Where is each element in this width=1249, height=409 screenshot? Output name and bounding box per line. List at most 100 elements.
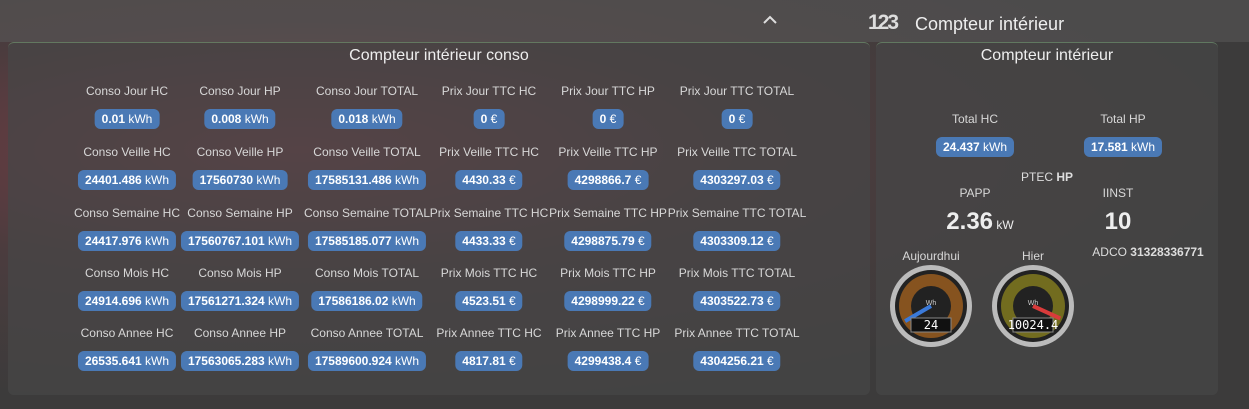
sensor-label: Prix Jour TTC HC [441, 84, 537, 98]
sensor-label: Conso Veille HP [196, 145, 284, 159]
value: 0.018 [338, 112, 369, 126]
value-badge: 17561271.324 kWh [180, 291, 300, 311]
unit: € [490, 112, 498, 126]
unit: kWh [391, 294, 416, 308]
value: 17585185.077 [314, 234, 392, 248]
ptec-label: PTEC [1020, 170, 1053, 184]
unit: kWh [395, 354, 420, 368]
sensor-label: Conso Mois HP [198, 266, 282, 280]
unit: € [767, 234, 774, 248]
adco: ADCO 31328336771 [1092, 245, 1203, 259]
value-badge: 17560730 kWh [192, 170, 288, 190]
value-badge: 0 € [721, 109, 753, 129]
value: 17560767.101 [187, 234, 265, 248]
value: 17585131.486 [314, 173, 392, 187]
header-icon: 123 [868, 11, 899, 34]
unit: kWh [128, 112, 153, 126]
sensor-label: Total HP [1100, 112, 1146, 126]
value-badge: 4298999.22 € [564, 291, 652, 311]
unit: € [638, 294, 645, 308]
gauge [992, 265, 1074, 347]
sensor-label: Conso Annee TOTAL [310, 326, 424, 340]
value-badge: 4817.81 € [455, 351, 523, 371]
papp: 2.36 kW [946, 208, 1013, 236]
value: 4817.81 [462, 354, 506, 368]
value: 4304256.21 [700, 354, 764, 368]
gauge-value: 10024.4 [1007, 318, 1059, 332]
value-badge: 0.008 kWh [204, 109, 276, 129]
value: 24914.696 [84, 294, 142, 308]
unit: € [509, 354, 516, 368]
gauge-unit: Wh [1027, 300, 1039, 307]
value-badge: 17.581 kWh [1083, 137, 1163, 157]
sensor-label: Prix Semaine TTC HC [429, 206, 549, 220]
value-badge: 17586186.02 kWh [311, 291, 423, 311]
sensor-label: Total HC [951, 112, 999, 126]
value-badge: 24.437 kWh [935, 137, 1015, 157]
sensor-label: Prix Mois TTC HP [560, 266, 656, 280]
value-badge: 4303297.03 € [693, 170, 781, 190]
unit: € [767, 294, 774, 308]
sensor-label: Prix Veille TTC HP [558, 145, 658, 159]
value-badge: 17585131.486 kWh [307, 170, 427, 190]
iinst-label: IINST [1102, 186, 1134, 200]
value-badge: 24417.976 kWh [77, 231, 177, 251]
value: 4298866.7 [574, 173, 632, 187]
collapse-chevron[interactable] [762, 14, 778, 26]
sensor-label: Prix Semaine TTC TOTAL [667, 206, 807, 220]
value-badge: 17560767.101 kWh [180, 231, 300, 251]
value: 4430.33 [462, 173, 506, 187]
value: 17589600.924 [314, 354, 392, 368]
unit: € [509, 294, 516, 308]
sensor-label: Conso Semaine HC [73, 206, 181, 220]
value: 24401.486 [84, 173, 142, 187]
value: 4298875.79 [571, 234, 635, 248]
sensor-label: Conso Jour HC [85, 84, 169, 98]
sensor-label: Conso Veille HC [83, 145, 171, 159]
iinst-value: 10 [1104, 208, 1132, 235]
unit: kWh [395, 234, 420, 248]
sensor-label: Conso Mois HC [84, 266, 170, 280]
value-badge: 24401.486 kWh [77, 170, 177, 190]
unit: kWh [244, 112, 269, 126]
unit: kWh [268, 234, 293, 248]
sensor-label: Prix Semaine TTC HP [549, 206, 667, 220]
gauge-label: Hier [1021, 249, 1045, 263]
value-badge: 26535.641 kWh [77, 351, 177, 371]
value: 24417.976 [84, 234, 142, 248]
value: 17560730 [199, 173, 254, 187]
value-badge: 4523.51 € [455, 291, 523, 311]
header-title: Compteur intérieur [915, 14, 1065, 34]
value-badge: 4298875.79 € [564, 231, 652, 251]
header-bar [0, 0, 1249, 42]
sensor-label: Prix Annee TTC HP [555, 326, 661, 340]
value: 0 [480, 112, 488, 126]
panel-title: Compteur intérieur conso [349, 47, 529, 64]
unit: € [634, 173, 642, 187]
unit: € [767, 354, 774, 368]
gauge [890, 265, 972, 347]
sensor-label: Conso Mois TOTAL [314, 266, 420, 280]
conso-panel [8, 42, 870, 395]
papp-label: PAPP [959, 186, 991, 200]
unit: kWh [268, 354, 293, 368]
value-badge: 0.018 kWh [331, 109, 403, 129]
panel-title: Compteur intérieur [980, 47, 1114, 64]
value: 4303522.73 [700, 294, 764, 308]
sensor-label: Conso Jour TOTAL [315, 84, 419, 98]
value-badge: 4433.33 € [455, 231, 523, 251]
value-badge: 0 € [473, 109, 505, 129]
unit: € [609, 112, 617, 126]
papp-unit: kW [996, 218, 1014, 232]
sensor-label: Prix Jour TTC TOTAL [679, 84, 795, 98]
unit: kWh [145, 354, 170, 368]
unit: € [634, 354, 642, 368]
value-badge: 0.01 kWh [94, 109, 160, 129]
papp-value: 2.36 [946, 208, 994, 235]
unit: € [767, 173, 774, 187]
unit: € [509, 173, 516, 187]
ptec-value: HP [1056, 170, 1074, 184]
value: 0.01 [101, 112, 126, 126]
value-badge: 17589600.924 kWh [307, 351, 427, 371]
